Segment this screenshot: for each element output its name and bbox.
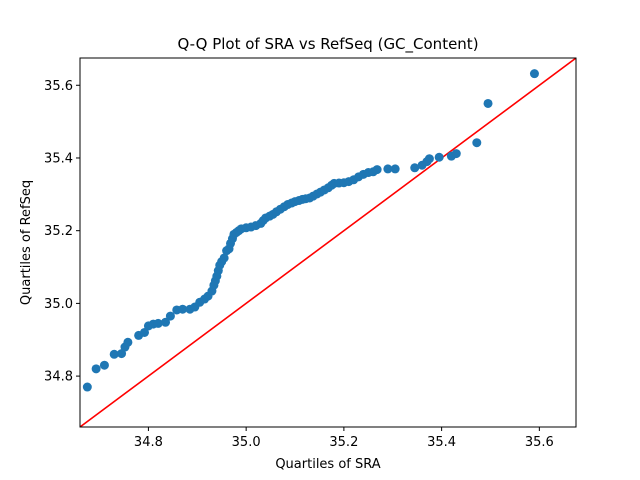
reference-line	[80, 58, 576, 427]
x-tick-label: 35.6	[525, 435, 554, 450]
data-point	[109, 349, 119, 359]
data-point	[383, 164, 393, 174]
data-point	[424, 154, 434, 164]
y-axis-label: Quartiles of RefSeq	[19, 180, 34, 305]
data-point	[165, 311, 175, 321]
x-tick-label: 34.8	[134, 435, 163, 450]
points-layer	[82, 69, 539, 392]
data-point	[434, 152, 444, 162]
y-tick-label: 35.0	[44, 297, 73, 312]
y-axis: 34.8 35.0 35.2 35.4 35.6	[44, 79, 80, 385]
y-tick-label: 34.8	[44, 370, 73, 385]
reference-line-layer	[80, 58, 576, 427]
chart-title: Q-Q Plot of SRA vs RefSeq (GC_Content)	[177, 35, 478, 54]
data-point	[178, 304, 188, 314]
data-point	[390, 164, 400, 174]
data-point	[451, 149, 461, 159]
data-point	[140, 327, 150, 337]
data-point	[123, 337, 133, 347]
data-point	[161, 317, 171, 327]
x-axis-label: Quartiles of SRA	[275, 457, 380, 472]
data-point	[99, 360, 109, 370]
data-point	[529, 69, 539, 79]
data-point	[82, 382, 92, 392]
y-tick-label: 35.4	[44, 151, 73, 166]
data-point	[410, 163, 420, 173]
data-point	[483, 98, 493, 108]
x-tick-label: 35.0	[232, 435, 261, 450]
data-point	[153, 318, 163, 328]
data-point	[472, 138, 482, 148]
y-tick-label: 35.2	[44, 224, 73, 239]
data-point	[91, 364, 101, 374]
x-tick-label: 35.4	[427, 435, 456, 450]
plot-area-frame	[79, 57, 577, 428]
data-point	[219, 253, 229, 263]
data-point	[372, 165, 382, 175]
x-axis: 34.8 35.0 35.2 35.4 35.6	[134, 427, 554, 450]
y-tick-label: 35.6	[44, 79, 73, 94]
x-tick-label: 35.2	[329, 435, 358, 450]
